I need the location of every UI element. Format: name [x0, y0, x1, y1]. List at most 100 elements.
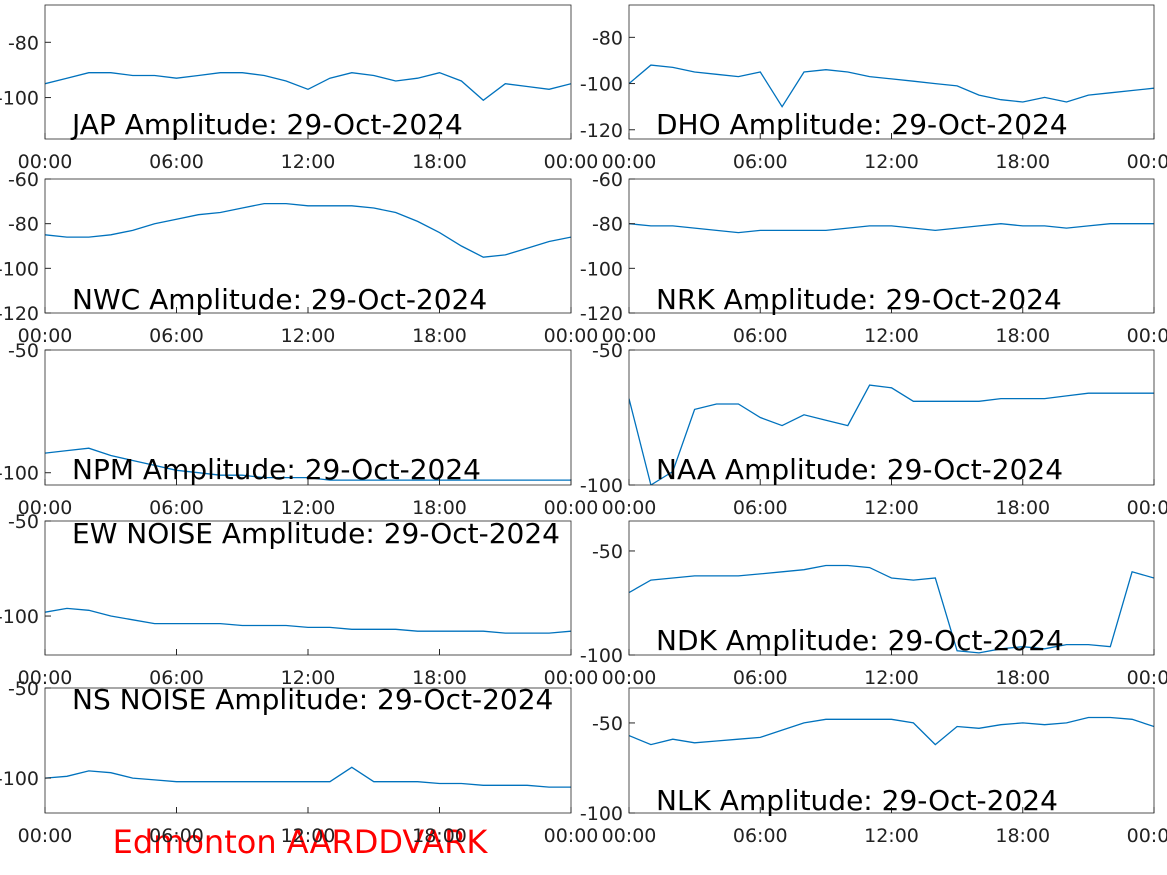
- y-tick-label: -50: [8, 678, 39, 700]
- amplitude-line: [45, 607, 571, 634]
- x-tick-label: 06:00: [149, 497, 204, 519]
- panel-title: NDK Amplitude: 29-Oct-2024: [656, 624, 1064, 657]
- x-tick-label: 00:00: [544, 667, 599, 689]
- x-tick-label: 12:00: [864, 825, 919, 847]
- x-tick-label: 00:00: [602, 497, 657, 519]
- y-tick-label: -100: [580, 74, 623, 96]
- x-tick-label: 00:00: [602, 825, 657, 847]
- panel: -100 -50 00:00 06:00 12:00 18:00 00:00 NLK Ampl…: [580, 687, 1167, 847]
- x-tick-label: 00:00: [544, 497, 599, 519]
- plot-area: [629, 384, 1154, 485]
- panel-title: NRK Amplitude: 29-Oct-2024: [656, 283, 1062, 316]
- x-tick-label: 06:00: [149, 151, 204, 173]
- x-tick-label: 00:00: [544, 325, 599, 347]
- panel: -120 -100 -80 00:00 06:00 12:00 18:00 00:00 DHO …: [580, 4, 1167, 173]
- x-tick-label: 18:00: [995, 497, 1050, 519]
- x-tick-label: 00:00: [18, 151, 73, 173]
- x-tick-label: 12:00: [281, 667, 336, 689]
- y-tick-label: -100: [0, 768, 39, 790]
- panel: -100 -50 00:00 06:00 12:00 18:00 00:00 NPM Ampl…: [0, 340, 598, 519]
- x-tick-label: 00:00: [18, 825, 73, 847]
- panel: -100 -50 00:00 06:00 12:00 18:00 00:00 EW NOISE…: [0, 511, 598, 689]
- x-tick-label: 12:00: [864, 497, 919, 519]
- x-tick-label: 18:00: [995, 325, 1050, 347]
- amplitude-line: [45, 766, 571, 788]
- plot-area: [45, 607, 571, 634]
- amplitude-line: [45, 202, 571, 258]
- amplitude-line: [629, 384, 1154, 485]
- x-tick-label: 18:00: [412, 667, 467, 689]
- amplitude-line: [45, 447, 571, 481]
- panel-title: NAA Amplitude: 29-Oct-2024: [656, 453, 1063, 486]
- x-tick-label: 00:00: [602, 151, 657, 173]
- panel-title: NWC Amplitude: 29-Oct-2024: [72, 283, 487, 316]
- x-tick-label: 12:00: [281, 325, 336, 347]
- plot-area: [629, 64, 1154, 108]
- panel: -120 -100 -80 -60 00:00 06:00 12:00 18:00 00:00 N…: [580, 169, 1167, 347]
- x-tick-label: 00:00: [18, 497, 73, 519]
- y-tick-label: -100: [0, 258, 39, 280]
- plot-area: [45, 72, 571, 102]
- amplitude-line: [629, 716, 1154, 746]
- x-tick-label: 00:00: [602, 325, 657, 347]
- x-tick-label: 06:00: [733, 151, 788, 173]
- amplitude-line: [629, 223, 1154, 234]
- y-tick-label: -50: [592, 541, 623, 563]
- x-tick-label: 06:00: [733, 497, 788, 519]
- panel-title: NLK Amplitude: 29-Oct-2024: [656, 784, 1058, 817]
- panel-title: JAP Amplitude: 29-Oct-2024: [70, 108, 463, 141]
- annotation: Edmonton AARDDVARK: [113, 823, 489, 861]
- y-tick-label: -80: [8, 214, 39, 236]
- plot-area: [45, 202, 571, 258]
- amplitude-line: [45, 72, 571, 102]
- x-tick-label: 12:00: [281, 151, 336, 173]
- y-tick-label: -80: [592, 27, 623, 49]
- x-tick-label: 18:00: [995, 151, 1050, 173]
- x-tick-label: 00:00: [1127, 825, 1167, 847]
- panel-title: NPM Amplitude: 29-Oct-2024: [72, 453, 481, 486]
- x-tick-label: 06:00: [733, 825, 788, 847]
- x-tick-label: 00:00: [1127, 497, 1167, 519]
- panel: -100 -50 00:00 06:00 12:00 18:00 00:00 NS NOISE…: [0, 678, 598, 847]
- x-tick-label: 00:00: [544, 151, 599, 173]
- x-tick-label: 06:00: [149, 325, 204, 347]
- plot-area: [45, 766, 571, 788]
- y-tick-label: -100: [0, 606, 39, 628]
- x-tick-label: 06:00: [733, 325, 788, 347]
- panel: -100 -80 00:00 06:00 12:00 18:00 00:00 JAP Ampl…: [0, 4, 599, 173]
- y-tick-label: -100: [580, 803, 623, 825]
- x-tick-label: 12:00: [864, 667, 919, 689]
- y-tick-label: -50: [592, 713, 623, 735]
- panel: -100 -50 00:00 06:00 12:00 18:00 00:00 NAA Ampl…: [580, 340, 1167, 519]
- y-tick-label: -100: [580, 645, 623, 667]
- y-tick-label: -60: [592, 169, 623, 191]
- x-tick-label: 18:00: [412, 825, 467, 847]
- x-tick-label: 18:00: [412, 325, 467, 347]
- plot-area: [629, 564, 1154, 654]
- x-tick-label: 00:00: [544, 825, 599, 847]
- y-tick-label: -80: [592, 214, 623, 236]
- x-tick-label: 00:00: [602, 667, 657, 689]
- plot-area: [629, 223, 1154, 234]
- y-tick-label: -120: [0, 303, 39, 325]
- x-tick-label: 18:00: [995, 667, 1050, 689]
- y-tick-label: -50: [8, 340, 39, 362]
- y-tick-label: -100: [0, 88, 39, 110]
- y-tick-label: -50: [8, 511, 39, 533]
- x-tick-label: 00:00: [1127, 325, 1167, 347]
- panel-title: NS NOISE Amplitude: 29-Oct-2024: [72, 683, 553, 716]
- x-tick-label: 00:00: [1127, 151, 1167, 173]
- amplitude-line: [629, 564, 1154, 654]
- x-tick-label: 06:00: [149, 825, 204, 847]
- x-tick-label: 18:00: [412, 151, 467, 173]
- panel: -120 -100 -80 -60 00:00 06:00 12:00 18:00 00:00 N…: [0, 169, 598, 347]
- plot-area: [45, 447, 571, 481]
- panel-title: DHO Amplitude: 29-Oct-2024: [656, 108, 1068, 141]
- y-tick-label: -80: [8, 32, 39, 54]
- x-tick-label: 18:00: [995, 825, 1050, 847]
- panel: -100 -50 00:00 06:00 12:00 18:00 00:00 NDK Ampl…: [580, 520, 1167, 689]
- y-tick-label: -100: [0, 463, 39, 485]
- amplitude-line: [629, 64, 1154, 108]
- y-tick-label: -120: [580, 120, 623, 142]
- plot-area: [629, 716, 1154, 746]
